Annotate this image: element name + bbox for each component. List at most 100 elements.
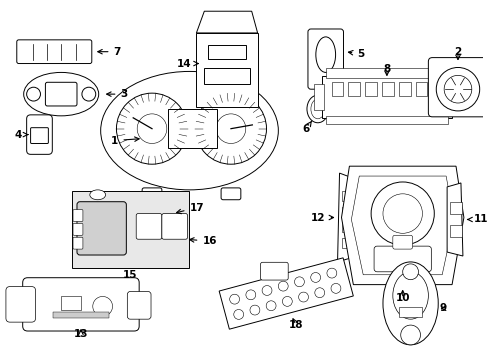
FancyBboxPatch shape [127, 292, 151, 319]
FancyBboxPatch shape [427, 58, 487, 117]
Bar [415, 82, 427, 96]
FancyBboxPatch shape [77, 202, 126, 255]
Circle shape [435, 67, 479, 111]
Circle shape [265, 301, 276, 311]
FancyBboxPatch shape [6, 287, 36, 322]
Ellipse shape [392, 272, 427, 319]
Ellipse shape [306, 95, 328, 123]
Circle shape [314, 288, 324, 298]
Bar [341, 238, 355, 248]
Ellipse shape [23, 72, 99, 116]
FancyBboxPatch shape [392, 235, 412, 249]
Circle shape [310, 273, 320, 282]
FancyBboxPatch shape [221, 188, 241, 200]
Bar [365, 82, 376, 96]
Bar [331, 82, 343, 96]
Polygon shape [341, 166, 463, 285]
Circle shape [26, 87, 41, 101]
Bar [167, 109, 217, 148]
Ellipse shape [315, 37, 335, 72]
Bar [53, 312, 108, 318]
Bar [449, 202, 461, 213]
FancyBboxPatch shape [73, 210, 83, 221]
Text: 7: 7 [98, 47, 121, 57]
FancyBboxPatch shape [260, 262, 287, 280]
Polygon shape [446, 183, 462, 256]
FancyBboxPatch shape [73, 237, 83, 249]
Polygon shape [219, 258, 353, 329]
Bar [325, 68, 447, 78]
Polygon shape [196, 11, 257, 33]
FancyBboxPatch shape [142, 188, 162, 200]
Circle shape [443, 75, 471, 103]
Bar [341, 191, 355, 201]
Circle shape [278, 281, 287, 291]
Text: 10: 10 [395, 293, 409, 303]
Bar [321, 76, 451, 118]
Circle shape [137, 114, 166, 144]
Bar [348, 82, 360, 96]
Ellipse shape [310, 99, 324, 119]
Circle shape [245, 290, 255, 300]
Bar [398, 82, 410, 96]
Text: 14: 14 [177, 59, 198, 68]
Text: 9: 9 [438, 303, 446, 313]
Bar [341, 207, 355, 216]
Circle shape [400, 325, 420, 345]
FancyBboxPatch shape [17, 40, 92, 63]
Text: 13: 13 [74, 329, 88, 339]
Bar [449, 84, 459, 110]
Bar [72, 191, 188, 268]
Text: 11: 11 [467, 215, 488, 225]
Text: 16: 16 [189, 236, 216, 246]
Bar [208, 45, 245, 59]
Bar [313, 84, 323, 110]
FancyBboxPatch shape [73, 224, 83, 235]
Circle shape [233, 310, 243, 319]
Text: 12: 12 [310, 212, 333, 222]
Text: 5: 5 [348, 49, 364, 59]
Bar [398, 307, 422, 317]
FancyBboxPatch shape [136, 213, 162, 239]
FancyBboxPatch shape [307, 29, 343, 89]
Ellipse shape [101, 71, 278, 190]
FancyBboxPatch shape [22, 278, 139, 331]
Circle shape [282, 296, 292, 306]
Circle shape [116, 93, 187, 164]
Circle shape [249, 305, 259, 315]
Circle shape [402, 264, 418, 280]
Circle shape [216, 114, 245, 144]
Polygon shape [337, 173, 357, 262]
Circle shape [93, 297, 112, 316]
Bar [61, 297, 81, 310]
Circle shape [294, 277, 304, 287]
Bar [431, 82, 443, 96]
Circle shape [330, 283, 340, 293]
Circle shape [382, 194, 422, 233]
Circle shape [229, 294, 239, 304]
Ellipse shape [90, 190, 105, 200]
Circle shape [326, 268, 336, 278]
Text: 1: 1 [111, 135, 139, 145]
Bar [381, 82, 393, 96]
FancyBboxPatch shape [31, 128, 48, 144]
Bar [196, 33, 257, 107]
Bar [341, 222, 355, 232]
Text: 2: 2 [453, 47, 461, 57]
Text: 15: 15 [123, 270, 137, 280]
FancyBboxPatch shape [45, 82, 77, 106]
Circle shape [370, 182, 433, 245]
Circle shape [298, 292, 308, 302]
Circle shape [82, 87, 96, 101]
Text: 6: 6 [302, 121, 311, 134]
Circle shape [262, 285, 271, 296]
Bar [204, 68, 249, 84]
FancyBboxPatch shape [373, 246, 430, 272]
Text: 8: 8 [383, 64, 390, 75]
Circle shape [195, 93, 266, 164]
Bar [449, 225, 461, 237]
Text: 4: 4 [14, 130, 28, 140]
Bar [325, 116, 447, 124]
Ellipse shape [382, 262, 437, 345]
Text: 3: 3 [106, 89, 127, 99]
